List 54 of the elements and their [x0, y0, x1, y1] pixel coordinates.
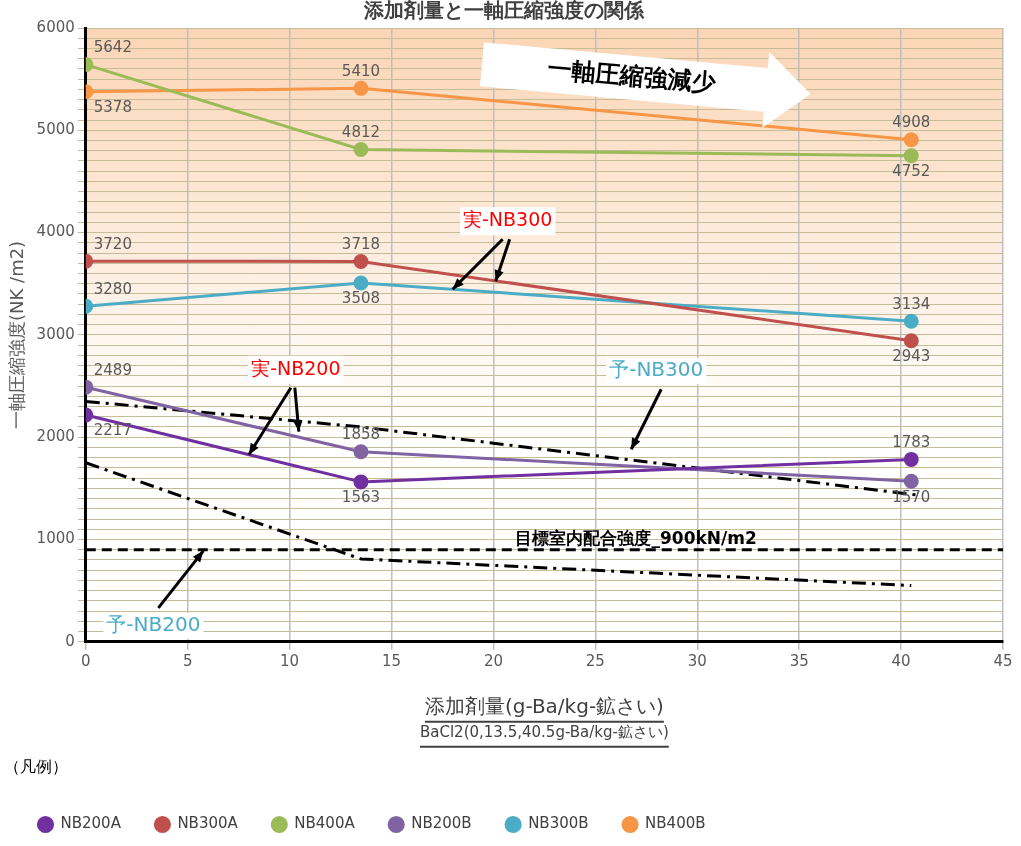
data-label: 4752 [892, 162, 931, 181]
data-label: 5642 [93, 38, 132, 57]
data-label: 2217 [93, 421, 132, 440]
x-tick-label: 45 [993, 651, 1013, 670]
data-label: 5410 [341, 61, 381, 80]
legend-label: NB400B [645, 814, 706, 833]
y-tick-label: 1000 [36, 529, 75, 548]
annotation: 実-NB200 [251, 356, 341, 379]
legend-label: NB200B [411, 814, 472, 833]
legend-label: NB200A [60, 814, 122, 833]
point [903, 132, 919, 148]
legend-label: NB300B [528, 814, 589, 833]
y-tick-label: 3000 [36, 324, 75, 343]
chart-title: 添加剤量と一軸圧縮強度の関係 [362, 0, 645, 23]
data-label: 3134 [892, 294, 931, 313]
annotation: 実-NB300 [462, 208, 553, 231]
data-label: 3508 [341, 289, 381, 308]
data-label: 3720 [93, 234, 132, 253]
data-label: 5378 [93, 98, 132, 117]
data-label: 1783 [892, 432, 931, 451]
y-tick-label: 4000 [36, 222, 75, 241]
x-tick-label: 10 [280, 651, 300, 670]
point [903, 333, 919, 349]
annotation: 一軸圧縮強減少 [546, 54, 718, 98]
y-axis-title: 一軸圧縮強度(NK /m2) [6, 240, 28, 429]
data-label: 3280 [93, 279, 132, 298]
point [903, 313, 919, 329]
point [903, 451, 919, 467]
x-tick-label: 30 [687, 651, 707, 670]
y-tick-label: 0 [65, 631, 75, 650]
data-label: 3718 [341, 234, 381, 253]
x-tick-label: 15 [381, 651, 402, 670]
y-tick-label: 5000 [36, 120, 75, 139]
data-label: 4908 [892, 113, 931, 132]
legend-title: （凡例） [4, 756, 68, 776]
x-tick-label: 25 [585, 651, 605, 670]
x-tick-label: 0 [81, 651, 91, 670]
point [903, 473, 919, 489]
text: BaCl2(0,13.5,40.5g-Ba/kg-鉱さい) [419, 723, 669, 742]
x-tick-label: 40 [891, 651, 911, 670]
y-tick-label: 6000 [36, 17, 75, 36]
data-label: 4812 [341, 122, 381, 141]
data-label: 2489 [93, 360, 132, 379]
y-tick-label: 2000 [36, 427, 75, 446]
ref-line-label: 目標室内配合強度_900kN/m2 [515, 527, 757, 548]
point [903, 148, 919, 164]
x-tick-label: 5 [182, 651, 193, 670]
legend-label: NB300A [177, 814, 239, 833]
text: 予-NB200 [106, 612, 201, 637]
x-axis-title: 添加剤量(g-Ba/kg-鉱さい) [424, 694, 664, 718]
legend-label: NB400A [294, 814, 356, 833]
text: 予-NB300 [609, 357, 704, 382]
x-tick-label: 35 [789, 651, 809, 670]
x-tick-label: 20 [483, 651, 503, 670]
